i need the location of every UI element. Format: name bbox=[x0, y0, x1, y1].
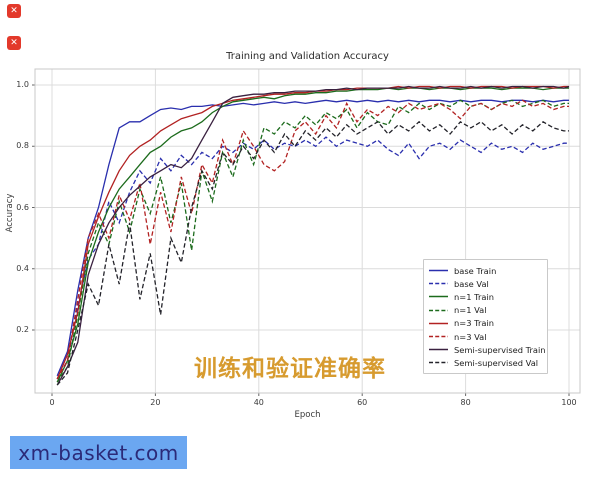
legend-line-swatch bbox=[429, 269, 448, 272]
legend-item: n=1 Val bbox=[429, 304, 542, 317]
series-semi-supervised-val bbox=[56, 120, 569, 386]
chart-title: Training and Validation Accuracy bbox=[226, 51, 389, 62]
legend-label: Semi-supervised Train bbox=[454, 344, 546, 355]
legend-line-swatch bbox=[429, 283, 448, 285]
legend-item: Semi-supervised Val bbox=[429, 356, 542, 369]
x-icon: ✕ bbox=[10, 5, 18, 16]
legend-line-swatch bbox=[429, 322, 448, 325]
x-tick-label: 60 bbox=[357, 398, 368, 407]
legend-item: n=1 Train bbox=[429, 290, 542, 303]
x-tick-label: 100 bbox=[561, 398, 577, 407]
site-watermark: xm-basket.com bbox=[10, 436, 187, 469]
legend-label: base Val bbox=[454, 278, 489, 289]
y-axis-label: Accuracy bbox=[5, 193, 15, 233]
y-tick-label: 1.0 bbox=[16, 80, 29, 89]
legend-label: n=1 Train bbox=[454, 291, 495, 302]
legend-label: base Train bbox=[454, 265, 497, 276]
y-tick-label: 0.8 bbox=[16, 141, 29, 151]
x-tick-label: 40 bbox=[253, 398, 264, 407]
legend-line-swatch bbox=[429, 349, 448, 351]
legend-line-swatch bbox=[429, 309, 448, 311]
y-tick-label: 0.2 bbox=[16, 325, 29, 334]
legend: base Train base Val n=1 Train n=1 Val n=3 Tr… bbox=[423, 259, 548, 374]
y-tick-label: 0.6 bbox=[16, 202, 29, 212]
legend-item: n=3 Val bbox=[429, 330, 542, 343]
x-axis-label: Epoch bbox=[294, 410, 321, 420]
series-semi-supervised-train bbox=[56, 85, 570, 386]
legend-item: base Train bbox=[429, 264, 542, 277]
chinese-caption: 训练和验证准确率 bbox=[194, 355, 386, 381]
series-base-train bbox=[56, 99, 569, 377]
legend-item: Semi-supervised Train bbox=[429, 343, 546, 356]
legend-label: Semi-supervised Val bbox=[454, 357, 539, 368]
legend-line-swatch bbox=[429, 362, 448, 364]
legend-item: base Val bbox=[429, 277, 542, 290]
legend-line-swatch bbox=[429, 335, 448, 338]
series-n-1-train bbox=[56, 87, 569, 383]
accuracy-chart: Training and Validation Accuracy 0.2 0.4 0… bbox=[5, 51, 581, 420]
y-tick-label: 0.4 bbox=[16, 263, 29, 273]
series-lines bbox=[56, 85, 570, 386]
legend-label: n=3 Train bbox=[454, 318, 495, 329]
broken-image-icon: ✕ bbox=[7, 4, 21, 18]
legend-item: n=3 Train bbox=[429, 317, 542, 330]
x-tick-label: 20 bbox=[150, 398, 161, 407]
x-tick-label: 80 bbox=[460, 398, 471, 407]
plot-border bbox=[34, 68, 581, 394]
series-base-val bbox=[56, 136, 569, 380]
legend-label: n=3 Val bbox=[454, 331, 487, 342]
series-n-3-val bbox=[56, 99, 569, 380]
legend-label: n=1 Val bbox=[454, 305, 487, 316]
broken-image-icon: ✕ bbox=[7, 36, 21, 50]
x-icon: ✕ bbox=[10, 37, 18, 48]
legend-line-swatch bbox=[429, 296, 448, 298]
x-tick-label: 0 bbox=[49, 398, 55, 407]
